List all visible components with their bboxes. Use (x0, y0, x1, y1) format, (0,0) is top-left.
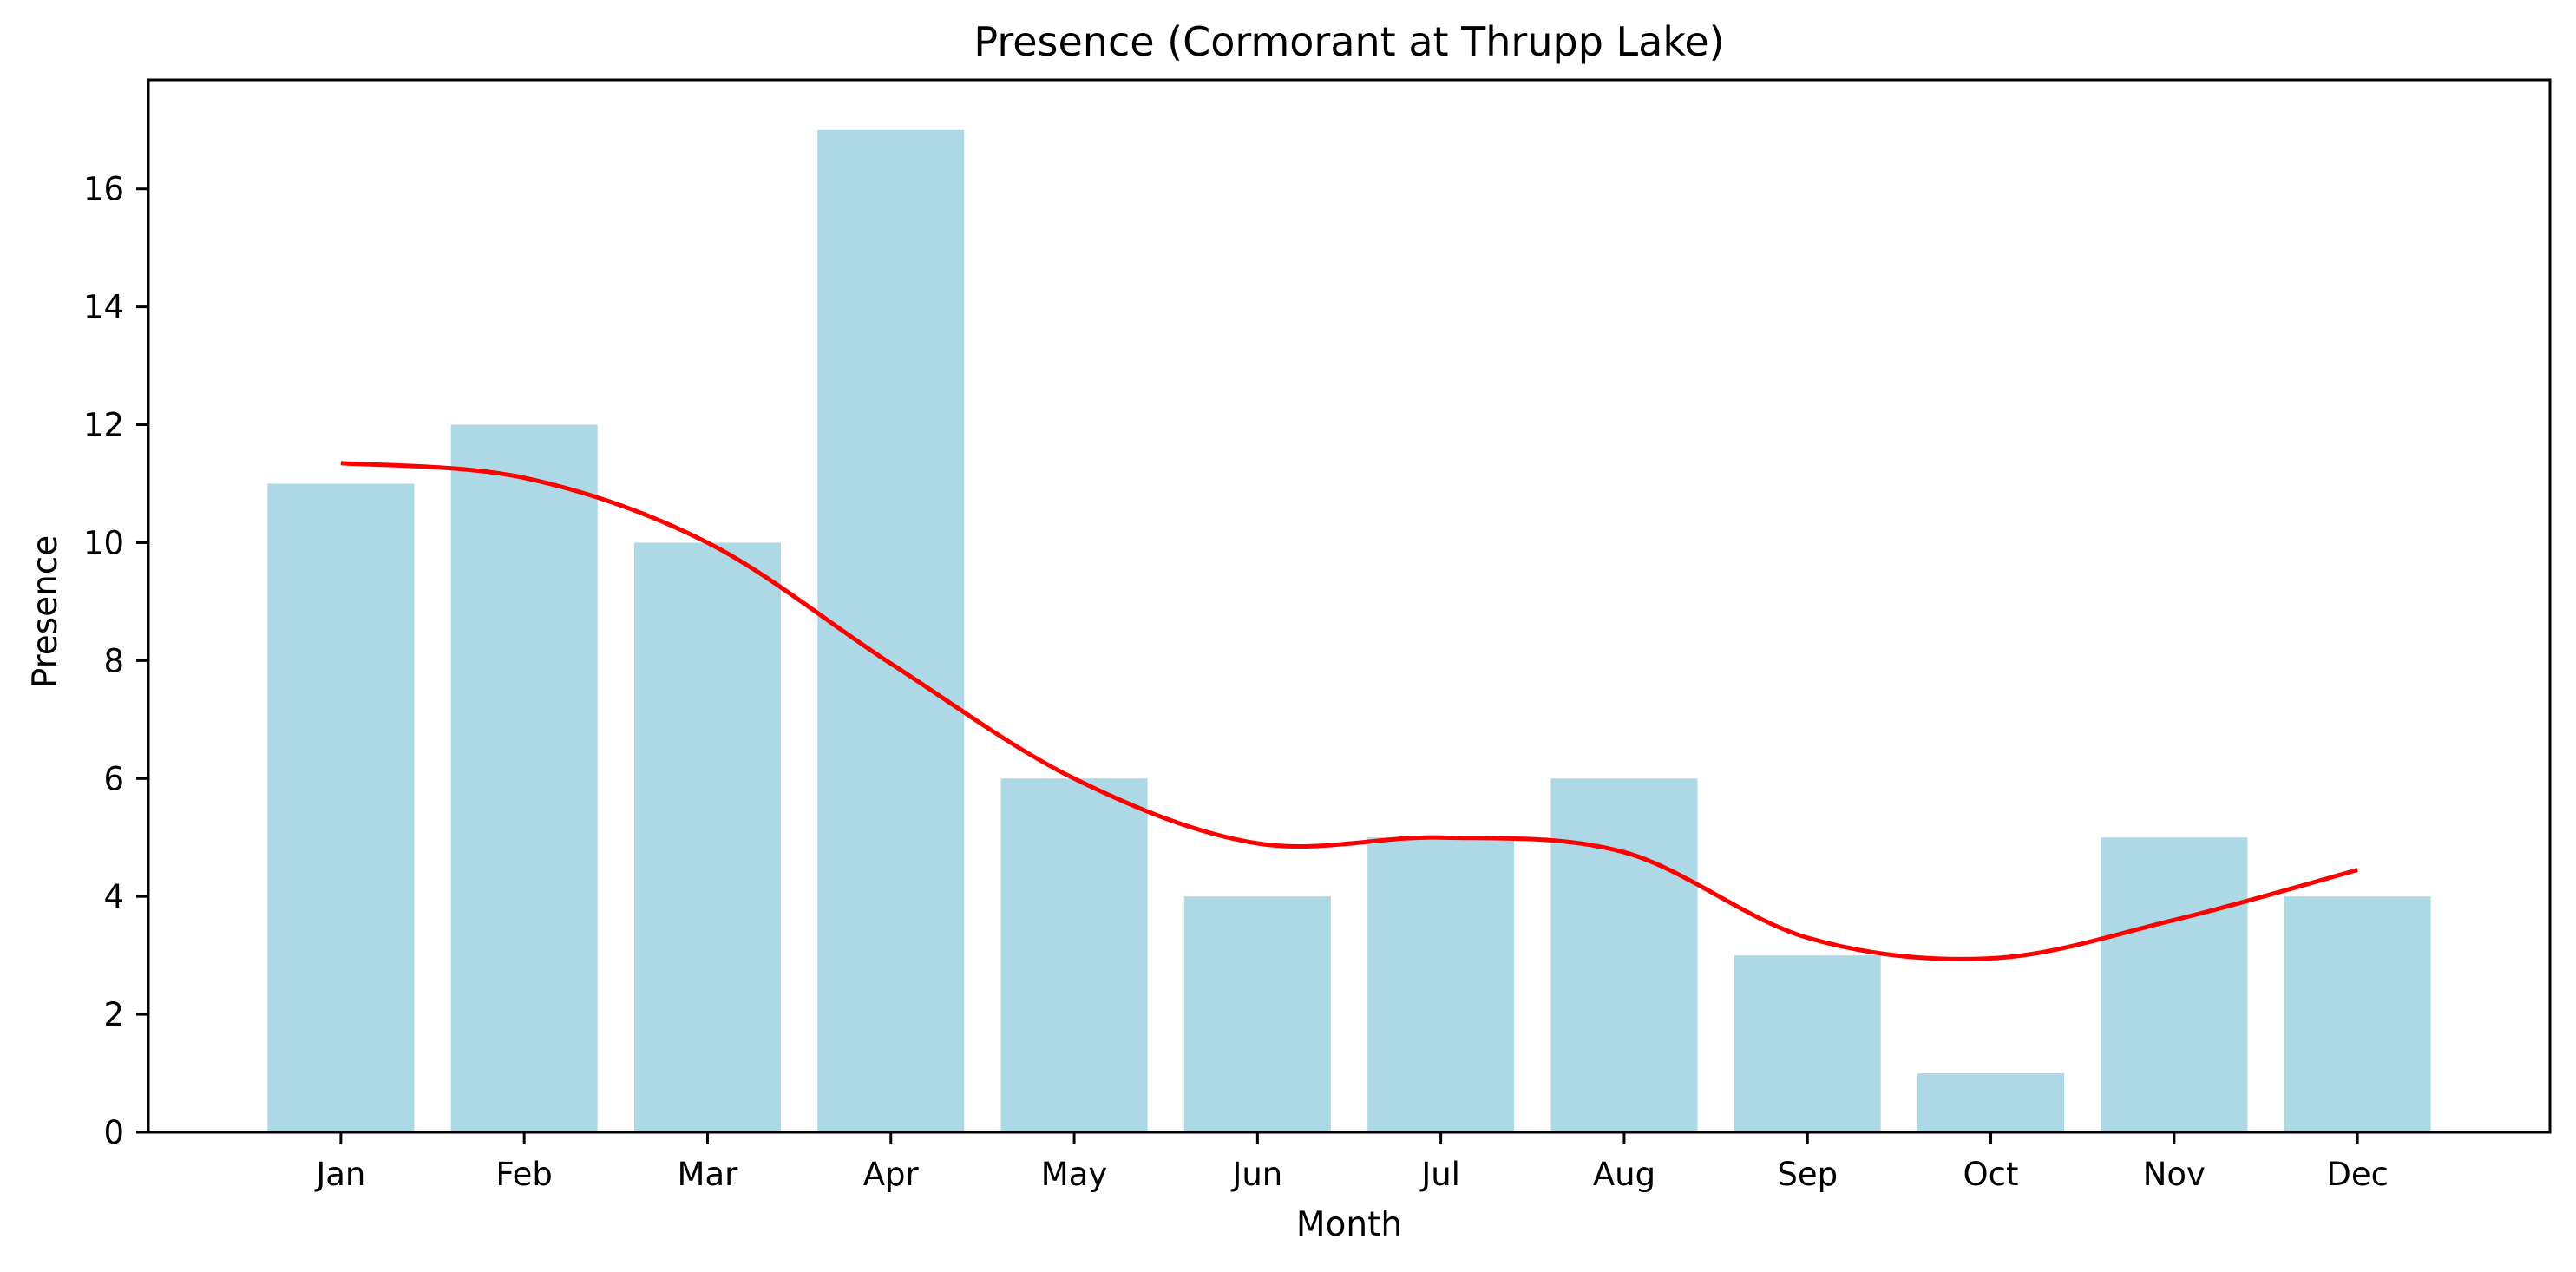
y-tick-label: 4 (103, 878, 124, 915)
y-axis: 0 2 4 6 8 10 12 14 16 (83, 171, 148, 1151)
bar-nov (2101, 837, 2248, 1132)
x-tick-label: Jan (314, 1156, 365, 1193)
x-tick-label: Jun (1230, 1156, 1282, 1193)
x-tick-label: Dec (2326, 1156, 2389, 1193)
trend-line (340, 461, 2358, 961)
x-tick-label: Oct (1963, 1156, 2019, 1193)
x-tick-label: Sep (1777, 1156, 1838, 1193)
bar-aug (1550, 778, 1698, 1132)
x-tick-label: Aug (1593, 1156, 1655, 1193)
y-tick-label: 14 (83, 289, 124, 326)
x-tick-label: Mar (678, 1156, 739, 1193)
bar-may (1000, 778, 1148, 1132)
bar-dec (2284, 896, 2431, 1132)
x-axis: Jan Feb Mar Apr May Jun Jul Aug Sep Oct Nov Dec (314, 1132, 2389, 1193)
bar-jul (1367, 837, 1515, 1132)
bar-feb (450, 424, 598, 1132)
x-tick-label: May (1041, 1156, 1108, 1193)
plot-frame (147, 78, 2552, 1134)
y-tick-label: 16 (83, 171, 124, 208)
y-tick-label: 8 (103, 642, 124, 679)
y-tick-label: 6 (103, 760, 124, 797)
x-tick-label: Feb (495, 1156, 553, 1193)
y-tick-label: 2 (103, 996, 124, 1033)
y-tick-label: 10 (83, 524, 124, 561)
y-axis-title: Presence (26, 535, 65, 688)
bar-oct (1917, 1073, 2065, 1132)
x-tick-label: Jul (1419, 1156, 1460, 1193)
bar-jan (267, 483, 415, 1132)
bar-sep (1734, 955, 1881, 1132)
bars (267, 129, 2431, 1132)
bar-jun (1183, 896, 1331, 1132)
y-tick-label: 0 (103, 1114, 124, 1151)
chart-title: Presence (Cormorant at Thrupp Lake) (973, 18, 1724, 65)
x-tick-label: Nov (2143, 1156, 2206, 1193)
x-axis-title: Month (1296, 1205, 1402, 1244)
x-tick-label: Apr (863, 1156, 920, 1193)
y-tick-label: 12 (83, 407, 124, 444)
bar-mar (633, 542, 781, 1132)
